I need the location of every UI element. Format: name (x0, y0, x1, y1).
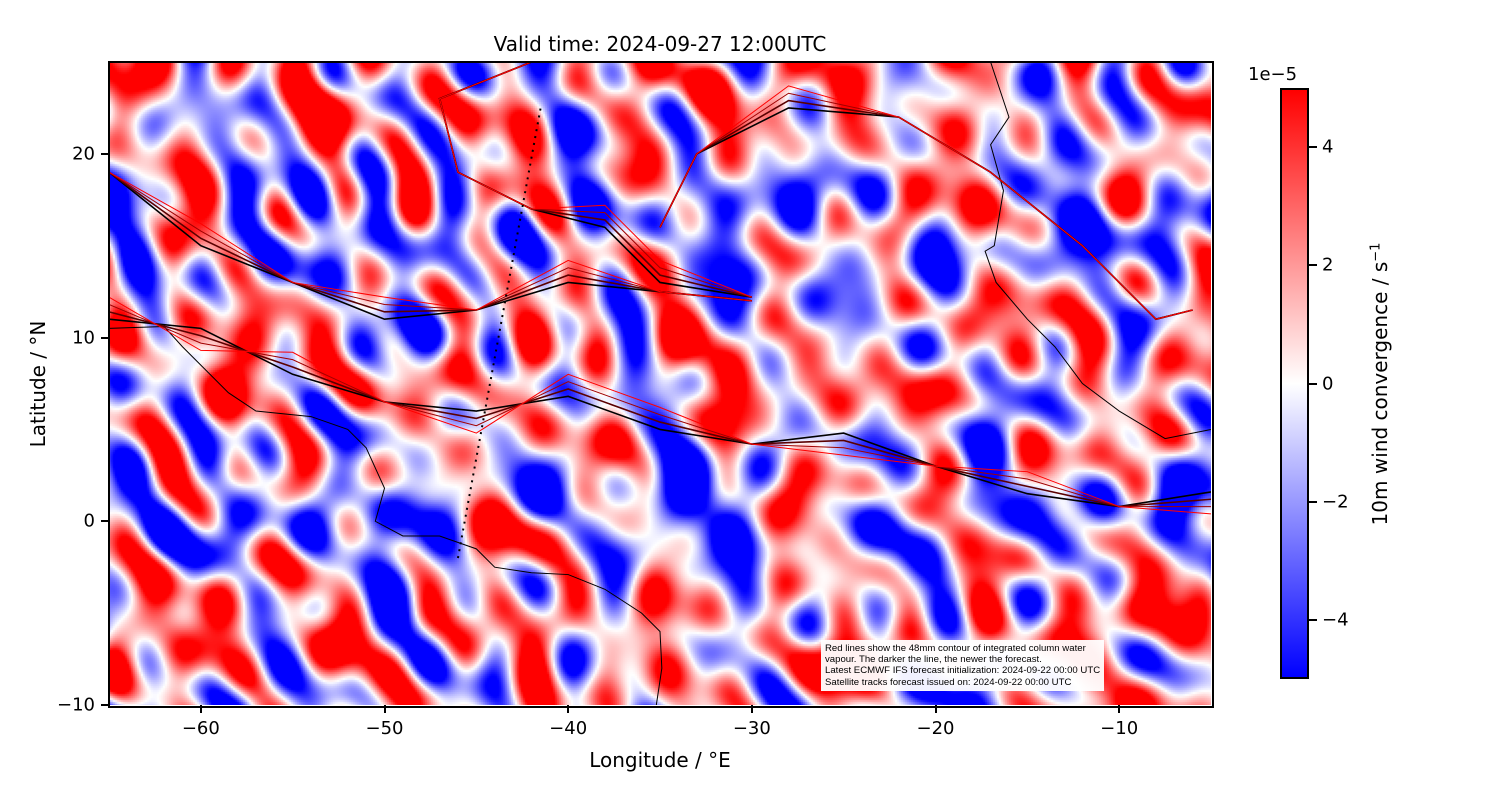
convergence-field (109, 62, 1211, 705)
y-tick-mark (101, 704, 109, 706)
colorbar-tick-mark (1309, 382, 1317, 385)
satellite-track (456, 107, 542, 559)
x-tick-label: −30 (732, 718, 771, 739)
moisture-contour (109, 171, 752, 311)
moisture-contour (659, 85, 1193, 320)
y-tick-label: −10 (57, 694, 95, 716)
x-tick-label: −50 (365, 718, 404, 739)
moisture-contour (659, 92, 1193, 320)
map-plot-area: Red lines show the 48mm contour of integ… (109, 62, 1211, 705)
moisture-contour (439, 62, 752, 298)
map-overlay (109, 62, 1211, 705)
coastline (109, 326, 663, 705)
moisture-contour (659, 107, 1193, 321)
y-tick-mark (101, 520, 109, 523)
colorbar-tick-label: −4 (1322, 609, 1349, 631)
y-axis-label: Latitude / °N (26, 320, 50, 448)
annotation-box: Red lines show the 48mm contour of integ… (821, 640, 1105, 691)
x-tick-mark (199, 705, 202, 713)
coastline (984, 62, 1211, 440)
moisture-contour (109, 171, 752, 321)
moisture-contour (109, 171, 752, 313)
moisture-contour (109, 296, 1211, 515)
moisture-contour (438, 62, 752, 298)
colorbar-tick-label: 0 (1322, 373, 1334, 394)
y-tick-label: 10 (72, 327, 95, 349)
y-tick-mark (101, 336, 109, 339)
colorbar-label: 10m wind convergence / s−1 (1368, 243, 1392, 526)
colorbar-exponent: 1e−5 (1248, 64, 1298, 85)
y-tick-label: 20 (72, 143, 95, 165)
moisture-contour (109, 304, 1211, 508)
moisture-contour (109, 171, 752, 311)
colorbar-tick-mark (1309, 500, 1317, 503)
colorbar-tick-mark (1309, 146, 1317, 149)
x-tick-mark (934, 705, 937, 713)
x-tick-label: −60 (181, 718, 220, 739)
colorbar-tick-label: 2 (1322, 254, 1334, 276)
x-axis-label: Longitude / °E (589, 748, 731, 772)
moisture-contour (109, 311, 1211, 508)
colorbar-label-unit-exponent: −1 (1368, 242, 1384, 262)
x-tick-label: −20 (916, 718, 955, 739)
annotation-line: vapour. The darker the line, the newer t… (825, 654, 1042, 666)
colorbar-tick-label: −2 (1322, 491, 1349, 513)
x-tick-mark (1118, 705, 1121, 713)
moisture-contour (439, 62, 753, 298)
annotation-line: Satellite tracks forecast issued on: 202… (825, 676, 1072, 688)
colorbar-tick-mark (1309, 264, 1317, 267)
moisture-contour (109, 318, 1211, 508)
colorbar (1280, 88, 1309, 679)
moisture-contour (438, 62, 753, 298)
x-tick-label: −10 (1100, 718, 1139, 739)
colorbar-label-text: 10m wind convergence / s (1368, 261, 1392, 526)
colorbar-tick-label: 4 (1322, 136, 1334, 158)
y-tick-mark (101, 152, 109, 155)
y-tick-label: 0 (83, 510, 95, 532)
x-tick-mark (750, 705, 753, 713)
x-tick-mark (383, 705, 386, 713)
x-tick-mark (567, 705, 570, 713)
annotation-line: Latest ECMWF IFS forecast initialization… (825, 665, 1101, 677)
colorbar-tick-mark (1309, 618, 1317, 621)
x-tick-label: −40 (549, 718, 588, 739)
plot-title: Valid time: 2024-09-27 12:00UTC (493, 32, 827, 56)
annotation-line: Red lines show the 48mm contour of integ… (825, 643, 1086, 654)
